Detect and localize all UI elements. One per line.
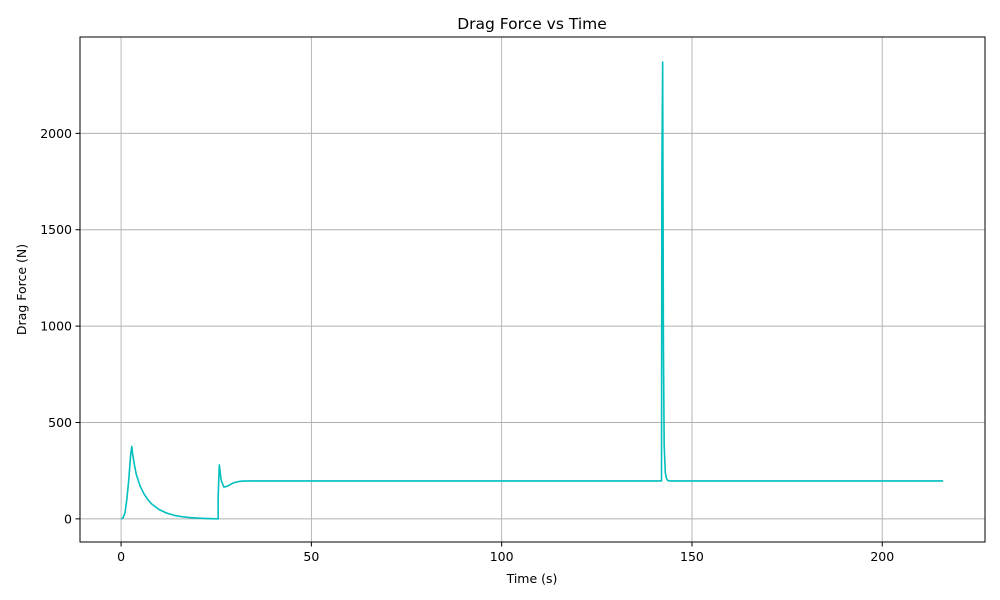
y-tick-label: 500 [48, 415, 72, 430]
plot-frame [79, 36, 986, 543]
y-tick-label: 1000 [40, 319, 72, 334]
chart-title: Drag Force vs Time [457, 15, 607, 33]
grid-layer [80, 37, 985, 542]
x-tick-label: 0 [117, 549, 125, 564]
x-axis-label: Time (s) [506, 571, 558, 586]
drag-force-series-line [120, 61, 944, 520]
y-axis-label: Drag Force (N) [14, 244, 29, 335]
x-tick-label: 200 [870, 549, 894, 564]
x-tick-label: 150 [680, 549, 704, 564]
y-tick-label: 0 [64, 511, 72, 526]
line-layer [120, 61, 944, 520]
y-tick-label: 1500 [40, 222, 72, 237]
y-tick-label: 2000 [40, 126, 72, 141]
x-tick-label: 50 [303, 549, 319, 564]
x-tick-label: 100 [490, 549, 514, 564]
